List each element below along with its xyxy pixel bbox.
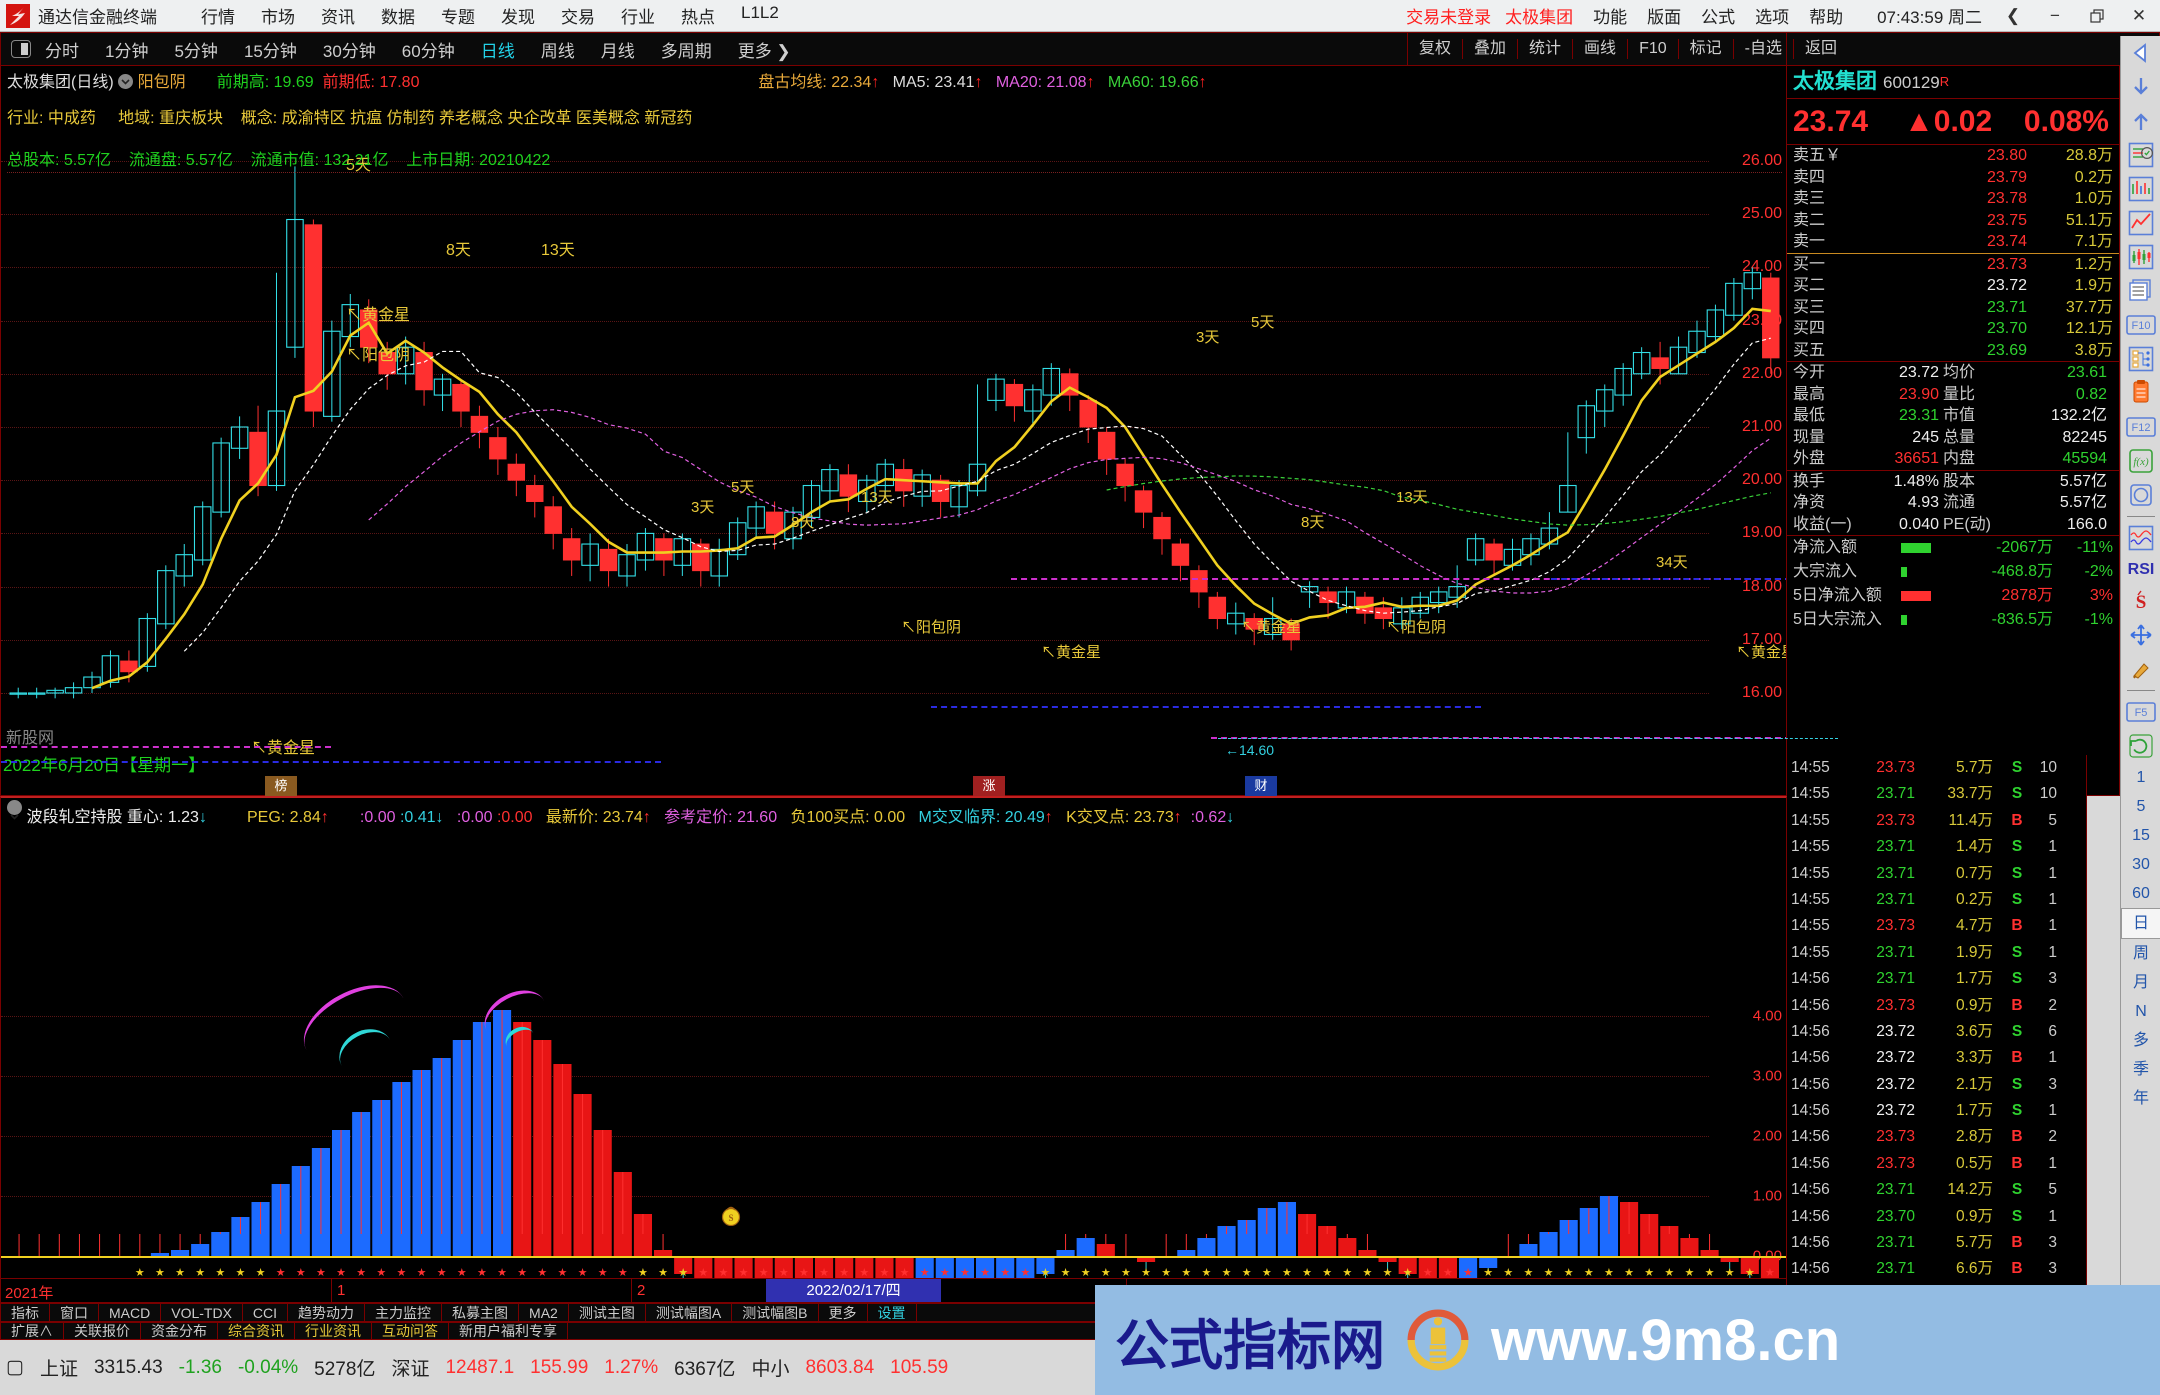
svg-text:F10: F10 [2132, 320, 2151, 332]
svg-text:S: S [2136, 592, 2147, 613]
svg-text:f(x): f(x) [2133, 456, 2149, 468]
svg-text:F5: F5 [2135, 707, 2148, 719]
svg-text:F12: F12 [2132, 422, 2151, 434]
svg-text:S: S [728, 1213, 733, 1223]
